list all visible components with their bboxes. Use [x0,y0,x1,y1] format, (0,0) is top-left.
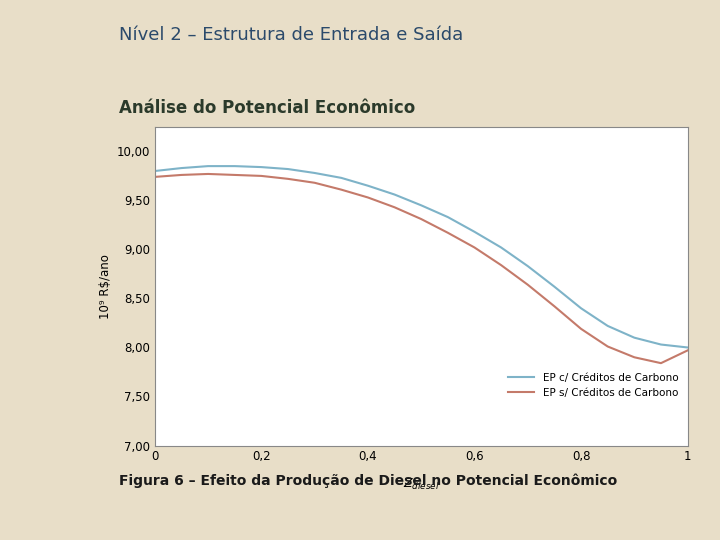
Text: $Z_{diesel}$: $Z_{diesel}$ [403,477,439,492]
EP c/ Créditos de Carbono [177,165,186,171]
EP s/ Créditos de Carbono [284,176,292,182]
EP c/ Créditos de Carbono [630,334,639,341]
EP c/ Créditos de Carbono [150,168,159,174]
EP s/ Créditos de Carbono [390,204,399,211]
Y-axis label: 10⁹ R$/ano: 10⁹ R$/ano [99,254,112,319]
EP c/ Créditos de Carbono [204,163,212,170]
EP s/ Créditos de Carbono [497,262,505,268]
Text: Figura 6 – Efeito da Produção de Diesel no Potencial Econômico: Figura 6 – Efeito da Produção de Diesel … [119,474,617,488]
EP c/ Créditos de Carbono [257,164,266,170]
EP c/ Créditos de Carbono [337,174,346,181]
EP c/ Créditos de Carbono [364,183,372,189]
EP c/ Créditos de Carbono [603,323,612,329]
EP c/ Créditos de Carbono [390,191,399,198]
Line: EP s/ Créditos de Carbono: EP s/ Créditos de Carbono [155,174,688,363]
EP c/ Créditos de Carbono [470,228,479,235]
EP c/ Créditos de Carbono [577,305,585,312]
EP c/ Créditos de Carbono [497,244,505,251]
Legend: EP c/ Créditos de Carbono, EP s/ Créditos de Carbono: EP c/ Créditos de Carbono, EP s/ Crédito… [504,368,683,402]
EP s/ Créditos de Carbono [470,244,479,251]
EP s/ Créditos de Carbono [603,343,612,350]
Line: EP c/ Créditos de Carbono: EP c/ Créditos de Carbono [155,166,688,347]
EP s/ Créditos de Carbono [417,216,426,222]
EP s/ Créditos de Carbono [364,194,372,201]
EP s/ Créditos de Carbono [523,281,532,288]
EP c/ Créditos de Carbono [310,170,319,176]
EP s/ Créditos de Carbono [577,326,585,332]
EP s/ Créditos de Carbono [150,174,159,180]
EP s/ Créditos de Carbono [177,172,186,178]
EP c/ Créditos de Carbono [523,263,532,269]
EP c/ Créditos de Carbono [657,341,665,348]
Text: Análise do Potencial Econômico: Análise do Potencial Econômico [119,99,415,117]
EP c/ Créditos de Carbono [683,344,692,350]
EP c/ Créditos de Carbono [284,166,292,172]
EP s/ Créditos de Carbono [630,354,639,361]
Text: Nível 2 – Estrutura de Entrada e Saída: Nível 2 – Estrutura de Entrada e Saída [119,26,463,44]
EP s/ Créditos de Carbono [444,230,452,236]
EP c/ Créditos de Carbono [444,214,452,220]
EP s/ Créditos de Carbono [204,171,212,177]
EP s/ Créditos de Carbono [257,173,266,179]
EP c/ Créditos de Carbono [417,202,426,208]
EP s/ Créditos de Carbono [337,186,346,193]
EP s/ Créditos de Carbono [683,347,692,354]
EP c/ Créditos de Carbono [550,284,559,290]
EP s/ Créditos de Carbono [550,303,559,309]
EP s/ Créditos de Carbono [657,360,665,367]
EP s/ Créditos de Carbono [230,172,239,178]
EP c/ Créditos de Carbono [230,163,239,170]
EP s/ Créditos de Carbono [310,179,319,186]
